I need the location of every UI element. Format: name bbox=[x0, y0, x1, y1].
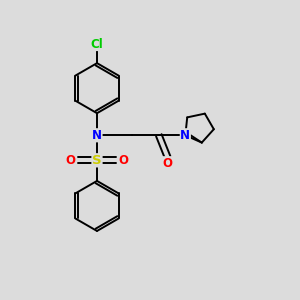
Text: S: S bbox=[92, 154, 102, 167]
Text: N: N bbox=[180, 129, 190, 142]
Text: O: O bbox=[163, 157, 173, 170]
Text: O: O bbox=[65, 154, 76, 167]
Text: N: N bbox=[92, 129, 102, 142]
Text: O: O bbox=[118, 154, 128, 167]
Text: Cl: Cl bbox=[91, 38, 103, 50]
